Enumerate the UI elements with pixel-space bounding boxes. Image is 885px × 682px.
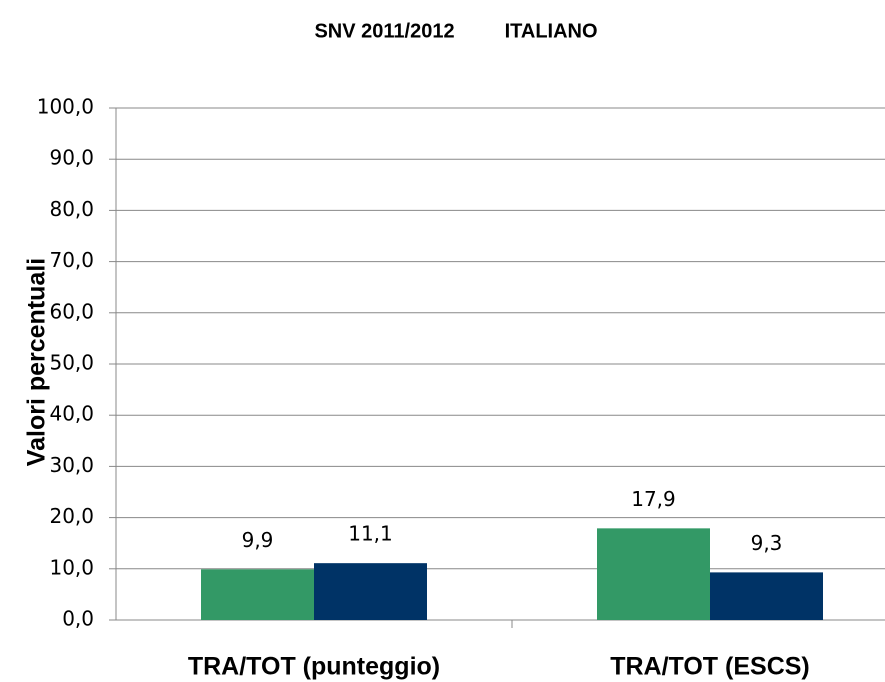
y-tick-label: 30,0 <box>49 453 94 477</box>
bar <box>314 563 427 620</box>
bar <box>201 569 314 620</box>
x-tick-label: TRA/TOT (punteggio) <box>188 653 440 681</box>
y-tick-label: 20,0 <box>49 504 94 528</box>
y-tick-label: 60,0 <box>49 299 94 323</box>
bar <box>597 528 710 620</box>
y-tick-label: 90,0 <box>49 146 94 170</box>
y-tick-label: 10,0 <box>49 555 94 579</box>
value-label: 17,9 <box>631 487 676 511</box>
y-axis-label: Valori percentuali <box>23 258 51 466</box>
y-tick-label: 40,0 <box>49 402 94 426</box>
value-label: 9,3 <box>751 531 783 555</box>
y-tick-label: 100,0 <box>37 95 94 119</box>
x-tick-label: TRA/TOT (ESCS) <box>610 653 810 681</box>
y-tick-label: 50,0 <box>49 351 94 375</box>
y-tick-label: 0,0 <box>62 607 94 631</box>
value-label: 9,9 <box>242 528 274 552</box>
y-tick-label: 80,0 <box>49 197 94 221</box>
value-label: 11,1 <box>348 522 393 546</box>
bar <box>710 572 823 620</box>
y-tick-label: 70,0 <box>49 248 94 272</box>
chart-title: SNV 2011/2012 ITALIANO <box>314 20 597 42</box>
